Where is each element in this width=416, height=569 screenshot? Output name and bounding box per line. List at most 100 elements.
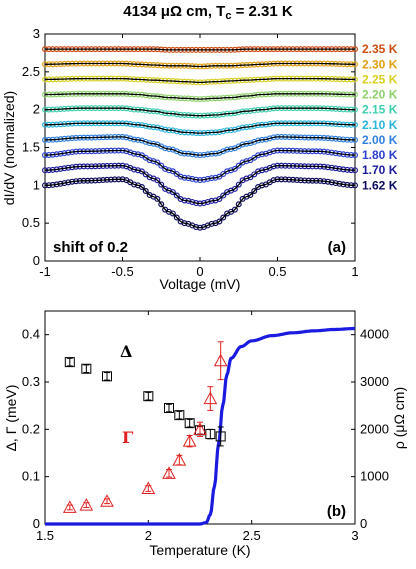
- shift-annotation: shift of 0.2: [53, 239, 128, 256]
- data-point: [231, 206, 238, 213]
- fit-line: [44, 149, 356, 181]
- gamma-point: [141, 481, 156, 494]
- panel-a-ticks: -1 -0.5 0 0.5 1 0 0.5 1 1.5 2 2.5 3: [22, 26, 359, 279]
- delta-point: [81, 363, 92, 374]
- data-point: [220, 214, 227, 221]
- data-point: [235, 181, 242, 188]
- panel-a-legend: 1.62 K1.70 K1.80 K2.00 K2.10 K2.15 K2.20…: [362, 42, 398, 192]
- panel-b-ylabel-right: ρ (μΩ cm): [391, 387, 407, 449]
- legend-label: 2.30 K: [362, 57, 398, 71]
- x-tick-label: 3: [351, 528, 358, 543]
- square-marker: [102, 371, 112, 382]
- square-marker: [64, 357, 75, 368]
- data-point: [216, 173, 223, 180]
- legend-label: 2.00 K: [362, 133, 398, 147]
- fit-line: [45, 165, 355, 205]
- y-tick-label: 0.1: [22, 469, 40, 484]
- square-marker: [143, 391, 154, 402]
- data-point: [251, 171, 258, 178]
- y-tick-label: 0.4: [22, 327, 40, 342]
- y-tick-label: 1.5: [22, 140, 40, 155]
- triangle-marker: [203, 391, 218, 405]
- spectrum-200K: [41, 133, 359, 159]
- x-tick-label: 1: [351, 264, 358, 279]
- data-point: [247, 174, 254, 181]
- resistivity-line: [45, 326, 355, 526]
- data-point: [146, 157, 153, 164]
- fit-line: [45, 62, 355, 68]
- gamma-label: Γ: [122, 428, 134, 447]
- delta-label: Δ: [120, 342, 132, 361]
- fit-line: [45, 122, 355, 134]
- data-point: [189, 198, 196, 205]
- data-point: [158, 201, 165, 208]
- triangle-marker: [172, 453, 187, 466]
- spectrum-170K: [41, 162, 359, 207]
- gamma-point: [79, 498, 94, 511]
- data-point: [235, 125, 242, 132]
- y-tick-label: 2.5: [22, 64, 40, 79]
- y-tick-label: 3: [33, 26, 40, 41]
- fit-line: [45, 77, 355, 84]
- fit-line: [45, 136, 355, 156]
- legend-label: 1.70 K: [362, 163, 398, 177]
- y-tick-label: 0: [33, 253, 40, 268]
- legend-label: 2.25 K: [362, 72, 398, 86]
- spectrum-225K: [41, 75, 359, 86]
- spectrum-162K: [41, 176, 359, 231]
- data-point: [169, 168, 176, 175]
- gamma-point: [62, 500, 77, 513]
- data-point: [231, 165, 238, 172]
- spectrum-220K: [41, 90, 359, 103]
- x-tick-label: 1.5: [36, 528, 54, 543]
- gamma-point: [162, 466, 176, 479]
- x-tick-label: -0.5: [111, 264, 133, 279]
- panel-a-ylabel: dI/dV (normalized): [1, 91, 17, 205]
- data-point: [154, 159, 161, 166]
- y-tick-label: 0.3: [22, 374, 40, 389]
- data-point: [158, 162, 165, 169]
- square-marker: [164, 403, 174, 414]
- data-point: [169, 210, 176, 217]
- data-point: [169, 189, 176, 196]
- data-point: [138, 183, 145, 190]
- data-point: [266, 135, 273, 142]
- triangle-marker: [182, 434, 197, 447]
- panel-b-ylabel: Δ, Γ (meV): [3, 385, 19, 452]
- panel-a-label: (a): [328, 239, 346, 256]
- fit-line: [45, 93, 355, 100]
- x-tick-label: 0.5: [268, 264, 286, 279]
- delta-point: [184, 418, 195, 429]
- data-point: [173, 214, 180, 221]
- data-point: [127, 135, 134, 142]
- data-point: [220, 192, 227, 199]
- data-point: [235, 162, 242, 169]
- square-marker: [215, 431, 226, 442]
- data-point: [255, 152, 262, 159]
- gamma-point: [203, 386, 218, 411]
- fit-line: [45, 48, 355, 51]
- delta-point: [164, 403, 174, 414]
- y-tick-label-right: 2000: [360, 421, 389, 436]
- panel-a-xlabel: Voltage (mV): [160, 276, 241, 292]
- triangle-marker: [193, 422, 207, 435]
- delta-point: [102, 371, 112, 382]
- data-point: [251, 188, 258, 195]
- data-point: [220, 170, 227, 177]
- data-point: [224, 168, 231, 175]
- y-tick-label-right: 4000: [360, 327, 389, 342]
- panel-b-xlabel: Temperature (K): [149, 542, 250, 558]
- x-tick-label: -1: [39, 264, 51, 279]
- gamma-point: [193, 421, 207, 437]
- gamma-point: [182, 434, 197, 448]
- delta-point: [64, 357, 75, 368]
- resistivity-curve: [45, 326, 355, 526]
- data-point: [142, 171, 149, 178]
- panel-b-label: (b): [327, 503, 346, 520]
- y-tick-label-right: 3000: [360, 374, 389, 389]
- triangle-marker: [79, 498, 94, 511]
- triangle-marker: [141, 481, 156, 494]
- data-point: [204, 198, 211, 205]
